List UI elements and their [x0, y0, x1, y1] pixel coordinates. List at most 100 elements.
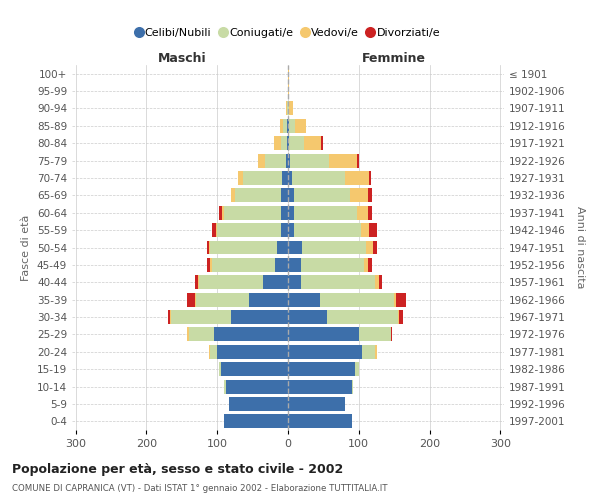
Bar [373, 240, 377, 254]
Bar [280, 119, 283, 133]
Bar [398, 310, 399, 324]
Bar [293, 206, 358, 220]
Legend: Celibi/Nubili, Coniugati/e, Vedovi/e, Divorziati/e: Celibi/Nubili, Coniugati/e, Vedovi/e, Di… [131, 23, 445, 42]
Bar [263, 276, 288, 289]
Bar [217, 345, 288, 358]
Bar [232, 310, 288, 324]
Bar [169, 310, 170, 324]
Bar [244, 171, 283, 185]
Bar [210, 240, 277, 254]
Bar [283, 171, 288, 185]
Bar [370, 171, 371, 185]
Bar [302, 240, 366, 254]
Bar [368, 258, 371, 272]
Bar [295, 119, 306, 133]
Bar [344, 171, 370, 185]
Bar [209, 240, 210, 254]
Bar [288, 310, 327, 324]
Bar [394, 292, 395, 306]
Bar [224, 206, 281, 220]
Bar [379, 276, 382, 289]
Bar [290, 154, 329, 168]
Bar [375, 276, 379, 289]
Bar [327, 310, 398, 324]
Bar [355, 362, 359, 376]
Bar [288, 188, 293, 202]
Bar [207, 240, 209, 254]
Bar [288, 240, 302, 254]
Bar [350, 188, 368, 202]
Bar [288, 84, 289, 98]
Bar [292, 171, 344, 185]
Bar [288, 362, 355, 376]
Bar [362, 345, 375, 358]
Bar [187, 292, 194, 306]
Bar [375, 345, 377, 358]
Bar [288, 414, 352, 428]
Text: Popolazione per età, sesso e stato civile - 2002: Popolazione per età, sesso e stato civil… [12, 462, 343, 475]
Bar [224, 380, 226, 394]
Bar [391, 328, 392, 342]
Bar [209, 345, 210, 358]
Bar [361, 223, 370, 237]
Bar [289, 136, 304, 150]
Bar [224, 414, 288, 428]
Bar [281, 223, 288, 237]
Y-axis label: Fasce di età: Fasce di età [22, 214, 31, 280]
Bar [221, 362, 288, 376]
Bar [288, 136, 289, 150]
Bar [218, 362, 221, 376]
Bar [210, 345, 217, 358]
Text: COMUNE DI CAPRANICA (VT) - Dati ISTAT 1° gennaio 2002 - Elaborazione TUTTITALIA.: COMUNE DI CAPRANICA (VT) - Dati ISTAT 1°… [12, 484, 388, 493]
Bar [199, 276, 263, 289]
Bar [288, 154, 290, 168]
Bar [399, 310, 403, 324]
Bar [288, 66, 289, 80]
Bar [170, 310, 171, 324]
Bar [210, 258, 212, 272]
Bar [358, 206, 368, 220]
Bar [198, 276, 199, 289]
Bar [288, 102, 289, 116]
Bar [321, 136, 323, 150]
Y-axis label: Anni di nascita: Anni di nascita [575, 206, 585, 289]
Bar [370, 223, 377, 237]
Bar [232, 188, 235, 202]
Bar [265, 154, 286, 168]
Bar [301, 276, 375, 289]
Bar [287, 119, 288, 133]
Bar [286, 154, 288, 168]
Bar [277, 240, 288, 254]
Bar [320, 292, 394, 306]
Bar [281, 188, 288, 202]
Bar [352, 380, 353, 394]
Bar [301, 258, 364, 272]
Bar [366, 240, 373, 254]
Bar [235, 188, 281, 202]
Bar [288, 171, 292, 185]
Bar [329, 154, 358, 168]
Bar [287, 102, 288, 116]
Bar [217, 223, 281, 237]
Bar [275, 258, 288, 272]
Bar [187, 328, 189, 342]
Bar [189, 328, 214, 342]
Text: Femmine: Femmine [362, 52, 426, 65]
Bar [274, 136, 281, 150]
Bar [222, 206, 224, 220]
Bar [288, 380, 352, 394]
Bar [395, 292, 406, 306]
Bar [288, 328, 359, 342]
Bar [288, 119, 289, 133]
Bar [218, 206, 222, 220]
Bar [171, 310, 232, 324]
Bar [281, 136, 287, 150]
Text: Maschi: Maschi [157, 52, 206, 65]
Bar [238, 171, 244, 185]
Bar [368, 188, 371, 202]
Bar [281, 206, 288, 220]
Bar [288, 223, 293, 237]
Bar [288, 258, 301, 272]
Bar [293, 223, 361, 237]
Bar [304, 136, 321, 150]
